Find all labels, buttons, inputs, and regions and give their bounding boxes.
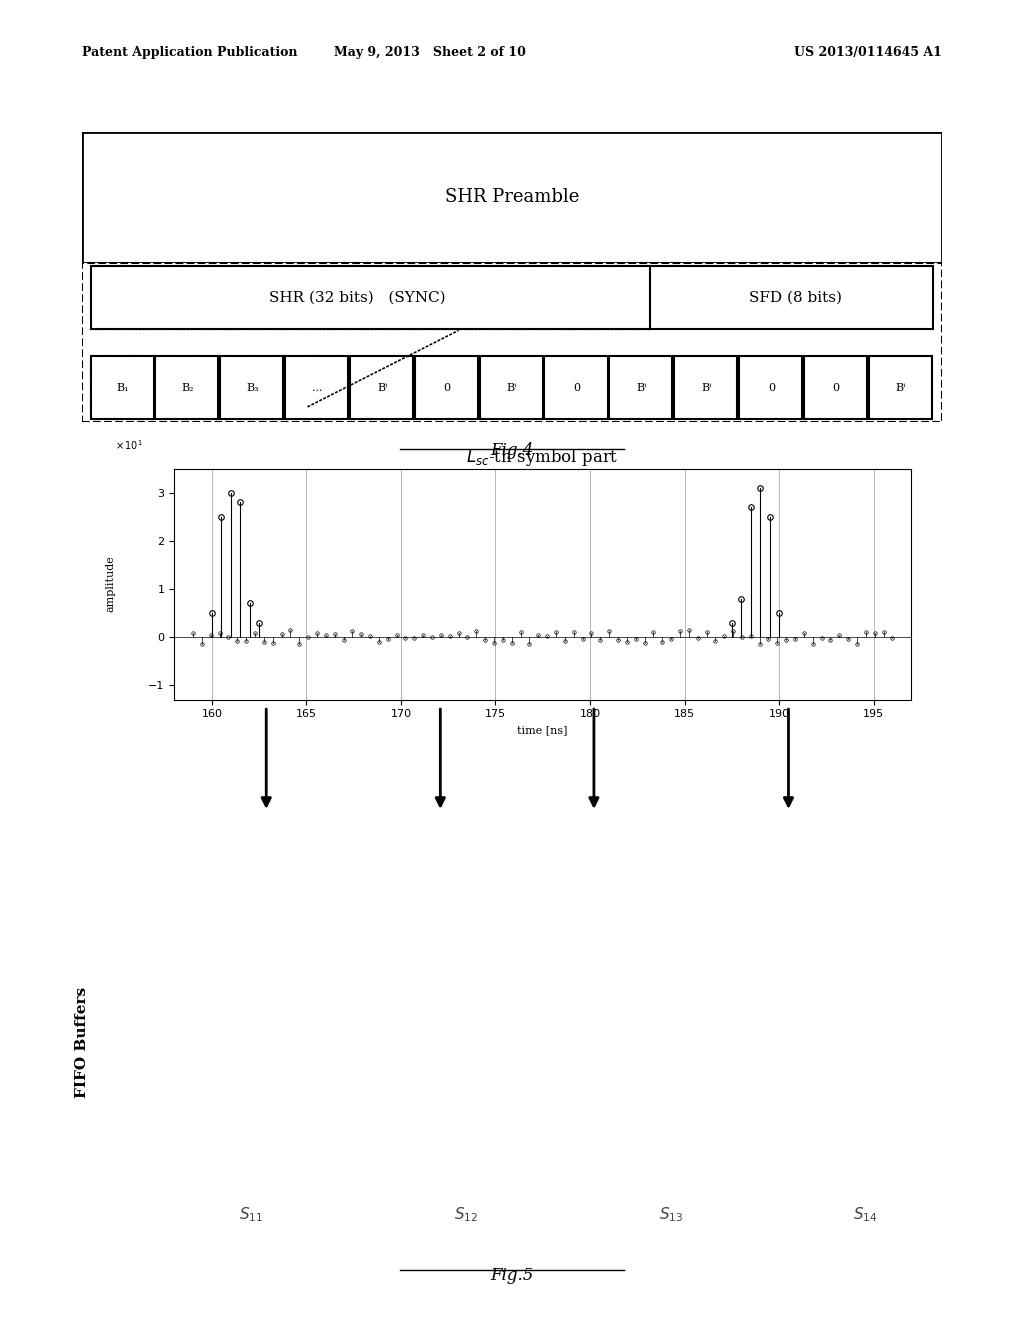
Text: $S_{Lsc2}$: $S_{Lsc2}$: [449, 895, 483, 913]
FancyBboxPatch shape: [868, 355, 932, 420]
FancyBboxPatch shape: [739, 355, 802, 420]
Text: SFD (8 bits): SFD (8 bits): [750, 290, 843, 305]
Text: Bⁱ: Bⁱ: [637, 383, 647, 392]
Text: $S_{34}$: $S_{34}$: [853, 1081, 878, 1100]
Text: Bⁱ: Bⁱ: [507, 383, 517, 392]
Text: US 2013/0114645 A1: US 2013/0114645 A1: [795, 46, 942, 59]
Text: $S_{Lsc1}$: $S_{Lsc1}$: [233, 895, 268, 913]
Text: $S_{14}$: $S_{14}$: [853, 1205, 878, 1225]
Title: $L_{sc}$-th symbol part: $L_{sc}$-th symbol part: [467, 446, 618, 467]
FancyBboxPatch shape: [82, 132, 942, 263]
Text: $S_{23}$: $S_{23}$: [658, 1150, 683, 1170]
Text: $\times\,10^1$: $\times\,10^1$: [115, 438, 143, 453]
Text: SHR (32 bits)   (SYNC): SHR (32 bits) (SYNC): [269, 290, 445, 305]
Text: B₁: B₁: [117, 383, 129, 392]
Text: ...: ...: [459, 1001, 473, 1014]
Text: May 9, 2013   Sheet 2 of 10: May 9, 2013 Sheet 2 of 10: [334, 46, 526, 59]
FancyBboxPatch shape: [90, 355, 154, 420]
Text: $S_{13}$: $S_{13}$: [658, 1205, 683, 1225]
Text: $S_{32}$: $S_{32}$: [454, 1081, 478, 1100]
Text: ...: ...: [312, 383, 323, 392]
FancyBboxPatch shape: [350, 355, 413, 420]
Text: $S_{24}$: $S_{24}$: [853, 1150, 878, 1170]
FancyBboxPatch shape: [804, 355, 867, 420]
FancyBboxPatch shape: [609, 355, 673, 420]
Text: B₂: B₂: [181, 383, 194, 392]
Text: ...: ...: [244, 1001, 258, 1014]
Text: FIFO Buffers: FIFO Buffers: [75, 987, 89, 1098]
FancyBboxPatch shape: [674, 355, 737, 420]
FancyBboxPatch shape: [415, 355, 478, 420]
Text: B₃: B₃: [247, 383, 259, 392]
Text: Patent Application Publication: Patent Application Publication: [82, 46, 297, 59]
FancyBboxPatch shape: [156, 355, 218, 420]
FancyBboxPatch shape: [220, 355, 284, 420]
FancyBboxPatch shape: [90, 265, 934, 330]
Text: $S_{33}$: $S_{33}$: [658, 1081, 683, 1100]
Text: $S_{22}$: $S_{22}$: [454, 1150, 478, 1170]
FancyBboxPatch shape: [82, 263, 942, 422]
FancyBboxPatch shape: [479, 355, 543, 420]
Text: $S_{21}$: $S_{21}$: [239, 1150, 263, 1170]
Text: Fig.4: Fig.4: [490, 442, 534, 459]
Text: 0: 0: [833, 383, 840, 392]
Text: Fig.5: Fig.5: [490, 1267, 534, 1284]
FancyBboxPatch shape: [285, 355, 348, 420]
Text: 0: 0: [768, 383, 775, 392]
Text: $S_{Lsc4}$: $S_{Lsc4}$: [848, 895, 883, 913]
Text: $S_{12}$: $S_{12}$: [454, 1205, 478, 1225]
Text: ...: ...: [858, 1001, 872, 1014]
Text: $S_{31}$: $S_{31}$: [239, 1081, 263, 1100]
Text: $S_{Lsc3}$: $S_{Lsc3}$: [653, 895, 688, 913]
X-axis label: time [ns]: time [ns]: [517, 725, 568, 735]
Y-axis label: amplitude: amplitude: [105, 556, 115, 612]
FancyBboxPatch shape: [545, 355, 607, 420]
Text: Bⁱ: Bⁱ: [896, 383, 906, 392]
Text: SHR Preamble: SHR Preamble: [444, 189, 580, 206]
Text: Bⁱ: Bⁱ: [377, 383, 387, 392]
Text: Bⁱ: Bⁱ: [701, 383, 712, 392]
FancyBboxPatch shape: [90, 355, 345, 420]
Text: $S_{11}$: $S_{11}$: [239, 1205, 263, 1225]
Text: 0: 0: [443, 383, 451, 392]
Text: ...: ...: [664, 1001, 678, 1014]
Text: 0: 0: [573, 383, 581, 392]
